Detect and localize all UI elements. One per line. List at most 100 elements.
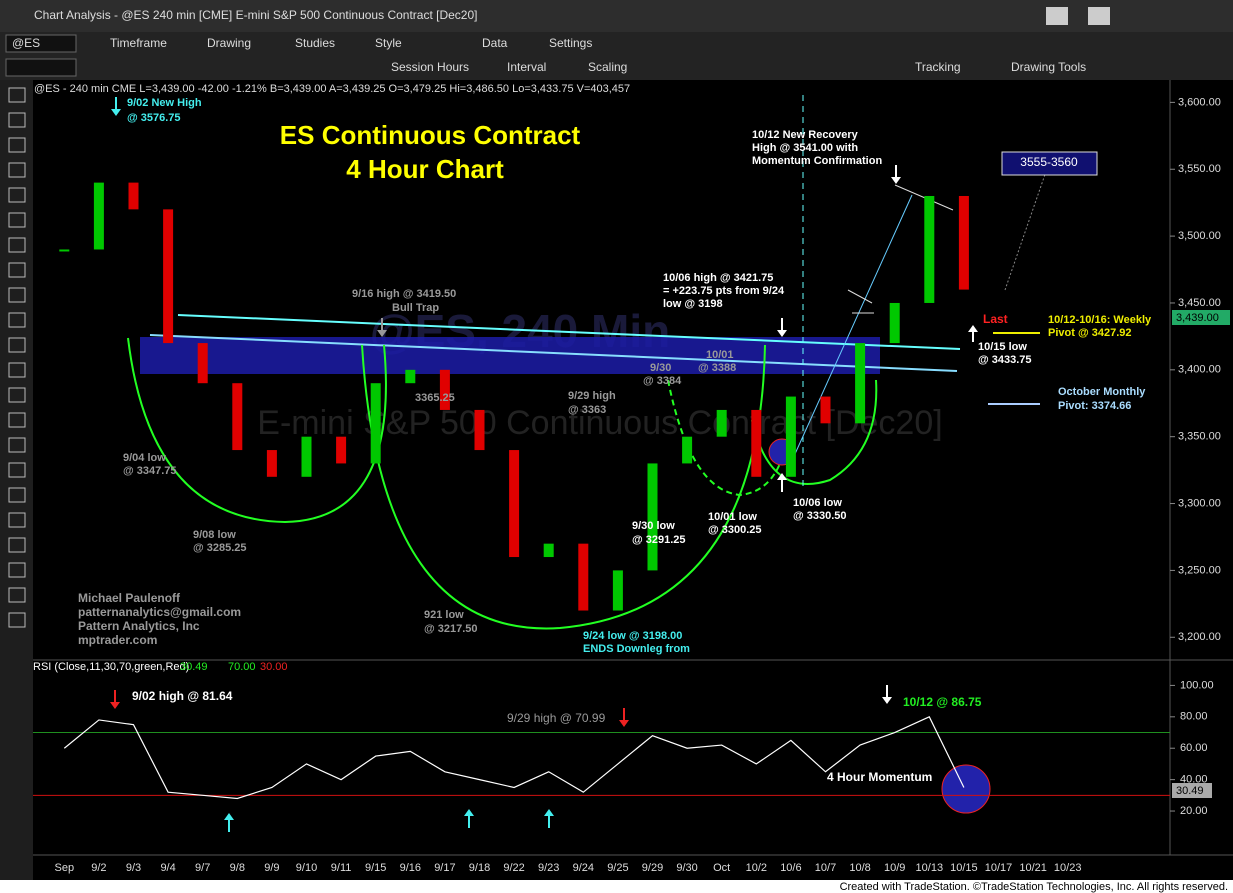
annotation: High @ 3541.00 with bbox=[752, 142, 858, 154]
annotation: @ 3576.75 bbox=[127, 112, 181, 124]
symbol: @ES bbox=[12, 36, 40, 50]
x-tick-label: 10/2 bbox=[746, 862, 767, 874]
interval-box[interactable] bbox=[5, 58, 77, 77]
last-price: 3,439.00 bbox=[1176, 312, 1219, 324]
tool-icon[interactable] bbox=[8, 362, 26, 378]
toolbar-button[interactable]: Studies bbox=[295, 36, 335, 50]
candle bbox=[405, 369, 416, 384]
annotation: 10/01 bbox=[706, 349, 734, 361]
annotation: Bull Trap bbox=[392, 302, 439, 314]
toolbar-button[interactable]: Timeframe bbox=[110, 36, 167, 50]
tool-icon[interactable] bbox=[8, 437, 26, 453]
y-tick-label: 3,250.00 bbox=[1178, 564, 1221, 576]
y-tick-label: 60.00 bbox=[1180, 742, 1208, 754]
tool-icon[interactable] bbox=[8, 587, 26, 603]
tool-icon[interactable] bbox=[8, 112, 26, 128]
arrow bbox=[544, 809, 554, 828]
annotation: 10/15 low bbox=[978, 341, 1027, 353]
symbol-box[interactable] bbox=[5, 34, 77, 53]
tool-icon[interactable] bbox=[8, 537, 26, 553]
annotation: @ 3291.25 bbox=[632, 534, 686, 546]
trendline bbox=[847, 289, 873, 304]
tool-icon[interactable] bbox=[8, 287, 26, 303]
toolbar-button[interactable]: Drawing bbox=[207, 36, 251, 50]
x-tick-label: 10/6 bbox=[780, 862, 801, 874]
annotation: 4 Hour Momentum bbox=[827, 770, 932, 784]
tool-icon[interactable] bbox=[8, 212, 26, 228]
annotation: 9/16 high @ 3419.50 bbox=[352, 288, 456, 300]
tool-icon[interactable] bbox=[8, 512, 26, 528]
toolbar-button[interactable]: Style bbox=[375, 36, 402, 50]
x-tick-label: 9/23 bbox=[538, 862, 559, 874]
toolbar-button[interactable]: Interval bbox=[507, 60, 546, 74]
toolbar-button[interactable]: Drawing Tools bbox=[1011, 60, 1086, 74]
headline: 4 Hour Chart bbox=[346, 154, 504, 184]
tool-icon[interactable] bbox=[8, 412, 26, 428]
tool-icon[interactable] bbox=[8, 237, 26, 253]
tool-icon[interactable] bbox=[8, 387, 26, 403]
tool-icon[interactable] bbox=[8, 137, 26, 153]
x-tick-label: 9/18 bbox=[469, 862, 490, 874]
tool-icon[interactable] bbox=[8, 87, 26, 103]
x-tick-label: 9/8 bbox=[230, 862, 245, 874]
x-tick-label: Oct bbox=[713, 862, 730, 874]
tool-icon[interactable] bbox=[8, 487, 26, 503]
x-tick-label: 9/29 bbox=[642, 862, 663, 874]
annotation: Pivot: 3374.66 bbox=[1058, 400, 1131, 412]
annotation: 10/12-10/16: Weekly bbox=[1048, 314, 1152, 326]
candle bbox=[93, 182, 104, 250]
annotation: @ 3330.50 bbox=[793, 510, 847, 522]
toolbar bbox=[0, 32, 1233, 80]
tool-icon[interactable] bbox=[8, 337, 26, 353]
x-tick-label: 9/11 bbox=[331, 862, 352, 874]
arrow bbox=[777, 473, 787, 492]
target-box bbox=[1001, 151, 1098, 176]
arrow bbox=[891, 165, 901, 184]
toolbar-button[interactable]: Data bbox=[482, 36, 508, 50]
tool-icon[interactable] bbox=[8, 312, 26, 328]
toolbar-button[interactable]: Tracking bbox=[915, 60, 961, 74]
annotation: 10/12 @ 86.75 bbox=[903, 695, 982, 709]
arrow bbox=[968, 325, 978, 342]
x-tick-label: 9/3 bbox=[126, 862, 141, 874]
study-value: 30.49 bbox=[180, 661, 208, 673]
candle bbox=[612, 570, 623, 611]
annotation: 10/06 high @ 3421.75 bbox=[663, 272, 773, 284]
window-button[interactable] bbox=[1046, 7, 1068, 25]
candle bbox=[232, 383, 243, 451]
tool-icon[interactable] bbox=[8, 562, 26, 578]
candle bbox=[439, 369, 450, 410]
arrow bbox=[224, 813, 234, 832]
candle bbox=[751, 409, 762, 477]
info-line: @ES - 240 min CME L=3,439.00 -42.00 -1.2… bbox=[34, 83, 630, 95]
tool-icon[interactable] bbox=[8, 187, 26, 203]
annotation: @ 3384 bbox=[643, 375, 682, 387]
tool-icon[interactable] bbox=[8, 462, 26, 478]
tool-icon[interactable] bbox=[8, 262, 26, 278]
rsi-line bbox=[63, 716, 965, 800]
arrow bbox=[619, 708, 629, 727]
trendline bbox=[894, 184, 954, 211]
footer-bar bbox=[0, 880, 1233, 893]
y-tick-label: 3,400.00 bbox=[1178, 364, 1221, 376]
window-controls[interactable] bbox=[1140, 7, 1220, 25]
annotation: @ 3388 bbox=[698, 362, 736, 374]
window-button[interactable] bbox=[1088, 7, 1110, 25]
x-tick-label: 9/30 bbox=[676, 862, 697, 874]
trendline bbox=[177, 314, 961, 350]
toolbar-button[interactable]: Settings bbox=[549, 36, 592, 50]
y-tick-label: 100.00 bbox=[1180, 679, 1214, 691]
tool-icon[interactable] bbox=[8, 162, 26, 178]
x-tick-label: 9/15 bbox=[365, 862, 386, 874]
signature: Michael Paulenoff bbox=[78, 591, 181, 605]
x-tick-label: 10/23 bbox=[1054, 862, 1082, 874]
x-tick-label: 9/25 bbox=[607, 862, 628, 874]
left-tool-strip bbox=[0, 80, 33, 880]
x-tick-label: 10/21 bbox=[1019, 862, 1047, 874]
toolbar-button[interactable]: Session Hours bbox=[391, 60, 469, 74]
arrow bbox=[377, 318, 387, 337]
x-tick-label: 9/22 bbox=[503, 862, 524, 874]
toolbar-button[interactable]: Scaling bbox=[588, 60, 627, 74]
annotation: 10/01 low bbox=[708, 511, 757, 523]
tool-icon[interactable] bbox=[8, 612, 26, 628]
